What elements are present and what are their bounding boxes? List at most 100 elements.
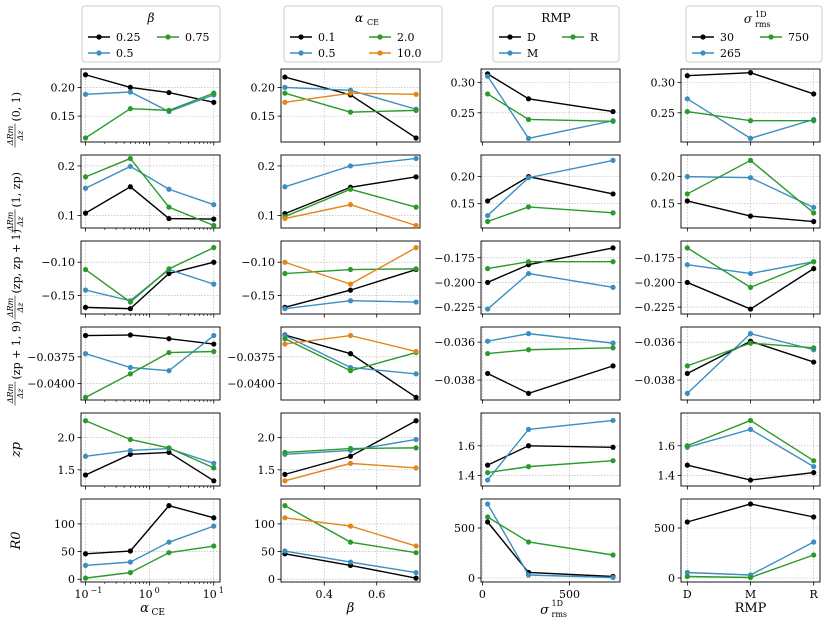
data-point-750 bbox=[811, 259, 817, 265]
data-point-30 bbox=[811, 359, 817, 365]
y-tick-label: −0.175 bbox=[634, 252, 675, 265]
data-point-10.0 bbox=[413, 222, 419, 229]
data-point-30 bbox=[811, 469, 817, 476]
data-point-M bbox=[610, 157, 616, 164]
data-point-750 bbox=[811, 458, 817, 464]
row-label-den: Δz bbox=[16, 216, 25, 228]
data-point-0.5 bbox=[166, 539, 172, 545]
panel-frame bbox=[480, 326, 621, 401]
panel-r4-c0: 1.5 2.0 bbox=[58, 412, 221, 490]
y-tick-label: −0.038 bbox=[634, 374, 675, 387]
data-point-M bbox=[485, 306, 491, 312]
data-point-2.0 bbox=[347, 186, 354, 192]
data-point-750 bbox=[684, 573, 690, 580]
y-tick-label: −0.225 bbox=[634, 301, 675, 314]
panel-frame bbox=[480, 68, 621, 143]
y-tick-label: 2.0 bbox=[58, 432, 76, 445]
row-label-args: (0, 1) bbox=[10, 92, 23, 122]
data-point-750 bbox=[747, 118, 754, 124]
data-point-10.0 bbox=[413, 348, 419, 355]
y-tick-label: −0.0400 bbox=[27, 377, 75, 390]
x-tick-label: 500 bbox=[559, 588, 580, 601]
data-point-0.75 bbox=[127, 371, 133, 377]
data-point-0.75 bbox=[211, 543, 217, 549]
data-point-30 bbox=[747, 501, 754, 507]
panel-r5-c3: 0 500 D M R bbox=[654, 498, 821, 601]
data-point-750 bbox=[747, 340, 754, 346]
y-tick-label: −0.0375 bbox=[27, 351, 75, 364]
data-point-0.5 bbox=[413, 155, 419, 162]
panel-r0-c0: 0.15 0.20 bbox=[51, 68, 221, 146]
panel-frame bbox=[80, 240, 221, 315]
x-tick-label: 0.4 bbox=[316, 588, 334, 601]
y-tick-label: 1.5 bbox=[258, 464, 276, 477]
data-point-265 bbox=[684, 569, 690, 576]
data-point-M bbox=[525, 175, 532, 181]
data-point-0.5 bbox=[413, 436, 419, 443]
data-point-10.0 bbox=[282, 478, 288, 484]
data-point-0.5 bbox=[282, 184, 288, 190]
data-point-2.0 bbox=[413, 550, 419, 556]
data-point-0.75 bbox=[166, 445, 172, 451]
data-point-0.5 bbox=[347, 298, 354, 304]
legend-entry-label: 750 bbox=[788, 31, 809, 44]
data-point-750 bbox=[811, 345, 817, 351]
y-tick-label: 100 bbox=[54, 518, 75, 531]
legend-1: α CE 0.1 2.0 0.5 10.0 bbox=[283, 5, 443, 63]
data-point-0.25 bbox=[211, 216, 217, 222]
panel-frame bbox=[680, 412, 821, 487]
row-label-num: ΔRm bbox=[6, 383, 15, 404]
y-tick-label: 0.2 bbox=[258, 160, 276, 173]
data-point-0.25 bbox=[82, 72, 89, 78]
data-point-0.5 bbox=[413, 371, 419, 377]
data-point-0.25 bbox=[127, 548, 133, 554]
data-point-265 bbox=[747, 270, 754, 277]
panel-frame bbox=[680, 154, 821, 229]
data-point-0.5 bbox=[282, 548, 288, 554]
panel-frame bbox=[80, 498, 221, 583]
data-point-M bbox=[525, 572, 532, 578]
data-point-0.75 bbox=[166, 204, 172, 210]
series-line-M bbox=[487, 503, 614, 579]
data-point-265 bbox=[684, 390, 690, 396]
data-point-0.1 bbox=[413, 135, 419, 141]
panel-r2-c3: −0.225 −0.200 −0.175 bbox=[634, 240, 821, 318]
legend-entry-label: 0.75 bbox=[185, 31, 210, 44]
legend-title: RMP bbox=[541, 11, 570, 25]
data-point-2.0 bbox=[282, 270, 288, 277]
y-tick-label: 500 bbox=[654, 522, 675, 535]
legend-entry-label: 0.25 bbox=[116, 31, 141, 44]
data-point-0.25 bbox=[82, 551, 89, 557]
panel-frame bbox=[280, 498, 421, 583]
y-tick-label: 0.15 bbox=[451, 198, 476, 211]
data-point-R bbox=[485, 266, 491, 272]
x-axis-title-0: α CE bbox=[140, 601, 165, 618]
panel-r1-c0: 0.1 0.2 bbox=[58, 154, 221, 232]
data-point-0.25 bbox=[211, 478, 217, 484]
series-line-D bbox=[487, 365, 614, 395]
data-point-0.5 bbox=[211, 523, 217, 529]
x-axis-title: σ bbox=[540, 603, 550, 618]
data-point-0.75 bbox=[166, 550, 172, 556]
x-tick-label: 0 bbox=[479, 588, 486, 601]
series-line-30 bbox=[687, 503, 814, 523]
panel-r0-c1: 0.15 0.20 bbox=[251, 68, 421, 146]
data-point-2.0 bbox=[413, 445, 419, 451]
data-point-0.75 bbox=[211, 348, 217, 355]
row-label-num: ΔRm bbox=[6, 125, 15, 146]
data-point-750 bbox=[811, 210, 817, 216]
data-point-D bbox=[485, 519, 491, 525]
data-point-30 bbox=[684, 73, 690, 79]
legend-frame bbox=[283, 5, 443, 63]
legend-swatch-marker bbox=[570, 34, 576, 40]
x-tick-label: 10 bbox=[139, 588, 153, 601]
y-tick-label: −0.15 bbox=[41, 289, 75, 302]
panel-frame bbox=[480, 154, 621, 229]
y-tick-label: 0 bbox=[68, 573, 75, 586]
data-point-2.0 bbox=[282, 336, 288, 342]
data-point-0.5 bbox=[82, 185, 89, 191]
row-label-r0: R0 bbox=[9, 531, 24, 550]
data-point-D bbox=[610, 444, 616, 450]
legend-swatch-marker bbox=[507, 50, 513, 56]
